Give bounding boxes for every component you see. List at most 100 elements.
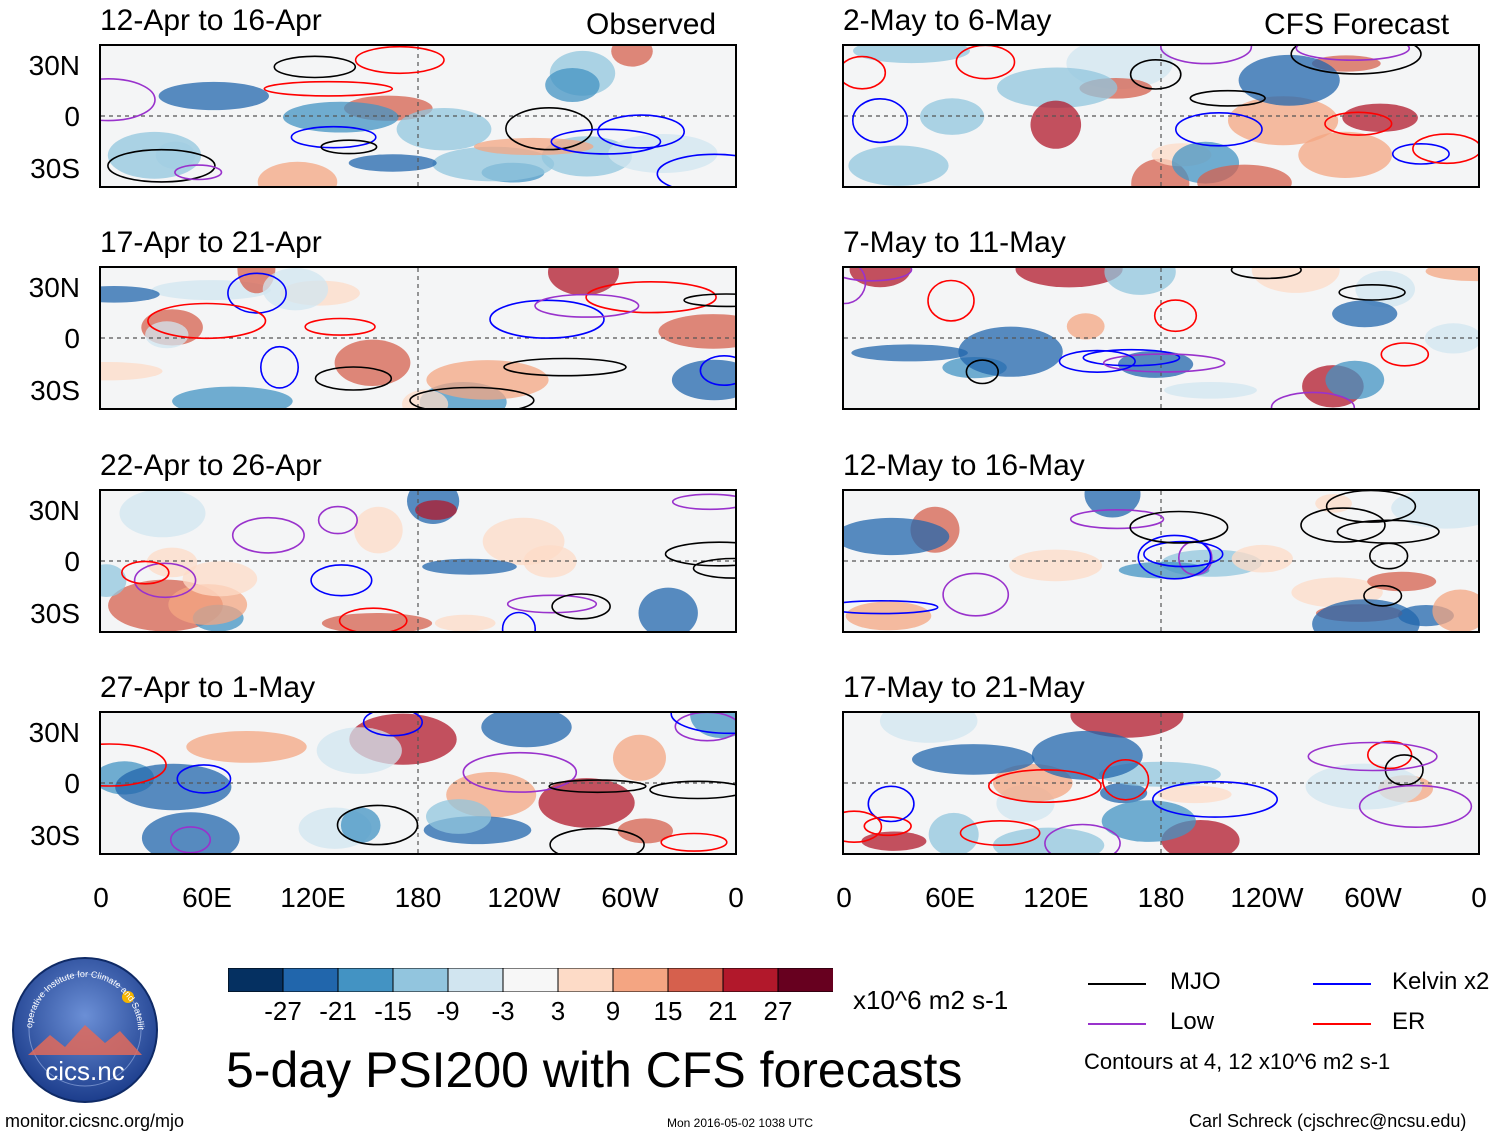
anomaly-shading	[997, 67, 1118, 108]
wave-contour	[1143, 540, 1224, 568]
wave-contour	[320, 139, 378, 155]
wave-contour	[290, 125, 377, 149]
colorbar-tick-label: -9	[436, 996, 460, 1026]
ytick-30n-row1: 30N	[28, 50, 80, 81]
anomaly-shading	[141, 812, 240, 853]
logo-text: cics.nc	[45, 1056, 124, 1086]
wave-contour	[263, 80, 394, 97]
anomaly-shading	[348, 154, 437, 172]
ytick-30s-row2: 30S	[30, 375, 80, 406]
wave-contour	[844, 600, 939, 615]
anomaly-shading	[844, 517, 950, 556]
ytick-30s-row1: 30S	[30, 153, 80, 184]
map-panel-forecast-3	[842, 489, 1480, 633]
forecast-panel-1-title: 2-May to 6-May	[843, 4, 1052, 37]
xtick-left-120e: 120E	[280, 882, 346, 913]
wave-contour	[965, 359, 1000, 385]
ytick-0-row1: 0	[64, 101, 80, 132]
anomaly-shading	[1425, 268, 1478, 282]
ytick-30s-row3: 30S	[30, 598, 80, 629]
wave-contour	[699, 355, 735, 386]
anomaly-shading	[611, 46, 653, 67]
wave-contour	[1391, 143, 1450, 165]
colorbar-tick-label: -27	[264, 996, 302, 1026]
anomaly-shading	[845, 601, 932, 631]
wave-contour	[1368, 542, 1409, 570]
anomaly-map	[844, 713, 1478, 853]
ytick-30n-row3: 30N	[28, 495, 80, 526]
colorbar-tick-label: 3	[550, 996, 566, 1026]
wave-contour	[550, 128, 662, 155]
ytick-0-row4: 0	[64, 768, 80, 799]
wave-contour	[1295, 46, 1411, 61]
anomaly-shading	[1030, 100, 1082, 149]
anomaly-shading	[548, 268, 619, 296]
anomaly-shading	[151, 280, 271, 301]
map-panel-observed-4	[99, 711, 737, 855]
wave-contour	[1160, 46, 1253, 65]
colorbar-tick-label: -15	[374, 996, 412, 1026]
wave-contour	[174, 164, 223, 181]
anomaly-shading	[283, 101, 399, 133]
anomaly-shading	[1101, 800, 1196, 842]
anomaly-shading	[101, 362, 163, 381]
wave-contour	[551, 593, 611, 620]
wave-contour	[987, 768, 1102, 804]
xtick-right-60w: 60W	[1344, 882, 1402, 913]
wave-contour	[683, 293, 735, 308]
wave-contour	[670, 713, 735, 735]
wave-contour	[1300, 507, 1386, 543]
legend-er-line	[1313, 1023, 1371, 1025]
anomaly-shading	[958, 326, 1063, 377]
anomaly-shading	[853, 46, 970, 64]
anomaly-shading	[538, 778, 635, 828]
colorbar-tick-label: -3	[491, 996, 515, 1026]
wave-contour	[692, 557, 735, 579]
xtick-left-120w: 120W	[487, 882, 561, 913]
anomaly-shading	[1158, 785, 1232, 804]
colorbar-tick-label: 15	[653, 996, 683, 1026]
wave-contour	[409, 386, 535, 408]
xtick-right-120w: 120W	[1230, 882, 1304, 913]
wave-contour	[955, 46, 1016, 80]
anomaly-shading	[1298, 131, 1393, 178]
anomaly-shading	[1066, 313, 1105, 340]
colorbar-tick-label: -21	[319, 996, 357, 1026]
wave-contour	[1151, 780, 1278, 818]
legend-er-label: ER	[1392, 1008, 1426, 1035]
anomaly-shading	[426, 360, 549, 400]
anomaly-shading	[146, 547, 198, 578]
anomaly-shading	[608, 134, 718, 173]
legend-kelvin-label: Kelvin x2	[1392, 968, 1490, 995]
legend-kelvin-line	[1313, 983, 1371, 985]
wave-contour	[506, 594, 598, 614]
wave-contour	[1270, 391, 1356, 408]
wave-contour	[1129, 510, 1229, 544]
legend-note: Contours at 4, 12 x10^6 m2 s-1	[1084, 1049, 1391, 1074]
anomaly-shading	[182, 561, 258, 597]
wave-contour	[1230, 268, 1302, 280]
anomaly-shading	[1104, 268, 1176, 295]
xtick-left-0-end: 0	[728, 882, 744, 913]
anomaly-map	[844, 491, 1478, 631]
wave-contour	[1137, 534, 1212, 580]
observed-header: Observed	[586, 8, 717, 41]
wave-contour	[664, 541, 735, 567]
anomaly-shading	[432, 146, 555, 182]
anomaly-shading	[851, 344, 968, 362]
anomaly-shading	[613, 734, 666, 781]
wave-contour	[133, 562, 197, 599]
map-panel-observed-3	[99, 489, 737, 633]
anomaly-map	[844, 46, 1478, 186]
anomaly-shading	[617, 818, 673, 844]
anomaly-shading	[1015, 268, 1123, 288]
observed-panel-2-title: 17-Apr to 21-Apr	[100, 226, 322, 259]
ytick-0-row3: 0	[64, 546, 80, 577]
anomaly-shading	[848, 145, 949, 186]
wave-contour	[596, 114, 685, 149]
wave-contour	[927, 279, 975, 322]
wave-contour	[851, 97, 909, 144]
wave-contour	[101, 78, 156, 122]
anomaly-shading	[1197, 164, 1292, 186]
wave-contour	[1358, 784, 1473, 829]
